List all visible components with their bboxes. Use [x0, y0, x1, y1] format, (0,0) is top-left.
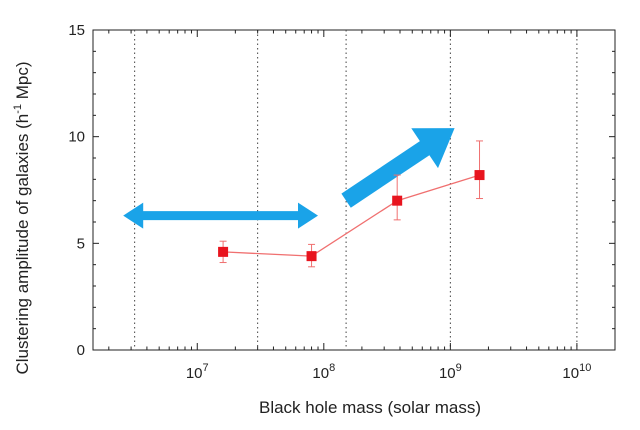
y-tick-label-1: 5	[77, 235, 85, 252]
y-axis-title: Clustering amplitude of galaxies (h-1 Mp…	[12, 61, 32, 374]
x-tick-label-0: 107	[186, 362, 209, 382]
plot-area: 0 5 10 15 107 108 109 1010	[68, 22, 616, 382]
y-axis-title-superscript: -1	[12, 104, 24, 114]
data-point-0	[218, 246, 229, 257]
x-tick-label-1: 108	[312, 362, 335, 382]
x-axis-title: Black hole mass (solar mass)	[259, 398, 481, 417]
y-axis-title-main: Clustering amplitude of galaxies (h	[13, 114, 32, 375]
annotation-arrows	[123, 128, 455, 229]
y-tick-label-0: 0	[77, 342, 85, 359]
y-tick-label-2: 10	[68, 129, 85, 146]
x-tick-label-3: 1010	[562, 362, 591, 382]
data-series	[218, 140, 485, 268]
y-axis-ticks: 0 5 10 15	[68, 22, 615, 359]
y-axis-title-tail: Mpc)	[13, 61, 32, 104]
series-line	[223, 174, 480, 257]
data-point-1	[306, 251, 317, 262]
x-axis-ticks: 107 108 109 1010	[108, 30, 616, 382]
plot-frame	[92, 29, 616, 351]
double-arrow-annotation	[123, 202, 318, 229]
data-point-2	[392, 195, 403, 206]
x-tick-label-2: 109	[439, 362, 462, 382]
grid-lines	[134, 30, 578, 350]
y-tick-label-3: 15	[68, 22, 85, 39]
rising-arrow-annotation	[341, 128, 455, 208]
data-point-3	[474, 170, 485, 181]
